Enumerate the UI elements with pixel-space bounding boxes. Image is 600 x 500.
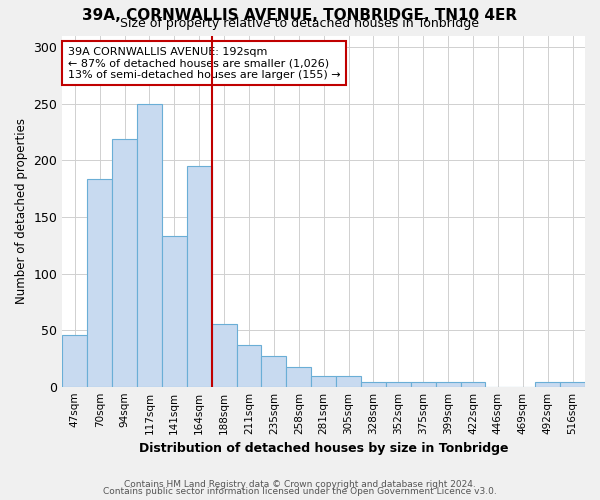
Bar (212, 324, 236, 386)
Text: Contains HM Land Registry data © Crown copyright and database right 2024.: Contains HM Land Registry data © Crown c… (124, 480, 476, 489)
Bar (535, 382, 560, 386)
Bar (461, 382, 485, 386)
Bar (187, 166, 212, 386)
Bar (311, 376, 336, 386)
Bar (137, 104, 162, 387)
Y-axis label: Number of detached properties: Number of detached properties (15, 118, 28, 304)
Bar (286, 368, 311, 386)
Bar (436, 382, 461, 386)
Bar (62, 334, 87, 386)
Bar (386, 382, 411, 386)
Bar (87, 178, 112, 386)
Bar (236, 345, 262, 387)
Bar (411, 382, 436, 386)
Bar (112, 139, 137, 386)
Text: 39A, CORNWALLIS AVENUE, TONBRIDGE, TN10 4ER: 39A, CORNWALLIS AVENUE, TONBRIDGE, TN10 … (82, 8, 518, 22)
Text: Size of property relative to detached houses in Tonbridge: Size of property relative to detached ho… (121, 18, 479, 30)
Text: 39A CORNWALLIS AVENUE: 192sqm
← 87% of detached houses are smaller (1,026)
13% o: 39A CORNWALLIS AVENUE: 192sqm ← 87% of d… (68, 46, 340, 80)
Bar (162, 236, 187, 386)
Text: Contains public sector information licensed under the Open Government Licence v3: Contains public sector information licen… (103, 487, 497, 496)
X-axis label: Distribution of detached houses by size in Tonbridge: Distribution of detached houses by size … (139, 442, 508, 455)
Bar (262, 356, 286, 386)
Bar (336, 376, 361, 386)
Bar (560, 382, 585, 386)
Bar (361, 382, 386, 386)
